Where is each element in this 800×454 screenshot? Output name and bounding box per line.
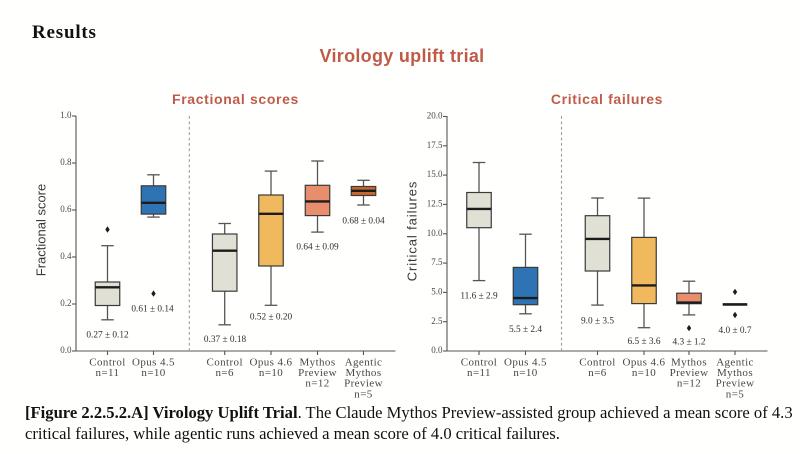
svg-text:17.5: 17.5: [427, 140, 443, 150]
svg-text:0.8: 0.8: [60, 157, 72, 167]
svg-text:Control: Control: [461, 356, 497, 368]
svg-text:Fractional scores: Fractional scores: [172, 91, 299, 107]
svg-text:0.27 ± 0.12: 0.27 ± 0.12: [86, 330, 129, 340]
svg-text:Opus 4.5: Opus 4.5: [504, 356, 547, 368]
svg-text:0.2: 0.2: [60, 298, 71, 308]
svg-text:9.0 ± 3.5: 9.0 ± 3.5: [581, 316, 614, 326]
svg-text:Control: Control: [89, 356, 125, 368]
svg-text:0.6: 0.6: [60, 204, 72, 214]
svg-text:7.5: 7.5: [431, 257, 443, 267]
svg-text:0.68 ± 0.04: 0.68 ± 0.04: [342, 216, 385, 226]
svg-text:4.3 ± 1.2: 4.3 ± 1.2: [673, 337, 706, 347]
svg-text:Mythos: Mythos: [345, 367, 381, 379]
svg-text:0.52 ± 0.20: 0.52 ± 0.20: [250, 312, 293, 322]
svg-text:n=10: n=10: [513, 367, 537, 379]
svg-text:10.0: 10.0: [427, 228, 443, 238]
svg-text:n=12: n=12: [677, 378, 701, 390]
svg-text:Mythos: Mythos: [671, 356, 707, 368]
svg-text:1.0: 1.0: [60, 110, 72, 120]
svg-text:n=10: n=10: [632, 367, 656, 379]
svg-text:0.4: 0.4: [60, 251, 72, 261]
svg-text:0.61 ± 0.14: 0.61 ± 0.14: [131, 304, 174, 314]
svg-text:Mythos: Mythos: [299, 356, 335, 368]
svg-text:Opus 4.6: Opus 4.6: [623, 356, 666, 368]
svg-text:n=5: n=5: [726, 388, 745, 400]
svg-text:Mythos: Mythos: [717, 367, 753, 379]
svg-text:Opus 4.6: Opus 4.6: [250, 356, 293, 368]
svg-text:Control: Control: [206, 356, 242, 368]
svg-text:12.5: 12.5: [427, 198, 443, 208]
svg-text:5.5 ± 2.4: 5.5 ± 2.4: [509, 325, 542, 335]
svg-text:20.0: 20.0: [427, 111, 443, 121]
svg-text:Opus 4.5: Opus 4.5: [132, 356, 175, 368]
svg-text:0.0: 0.0: [431, 345, 443, 355]
svg-text:n=10: n=10: [259, 367, 283, 379]
svg-text:5.0: 5.0: [431, 286, 443, 296]
svg-text:15.0: 15.0: [427, 169, 443, 179]
svg-text:Critical failures: Critical failures: [405, 181, 420, 282]
svg-text:n=5: n=5: [354, 388, 373, 400]
svg-text:2.5: 2.5: [431, 316, 443, 326]
svg-text:n=6: n=6: [215, 367, 234, 379]
svg-text:n=6: n=6: [588, 367, 607, 379]
svg-text:Control: Control: [579, 356, 615, 368]
svg-text:n=11: n=11: [96, 367, 120, 379]
svg-text:n=12: n=12: [305, 378, 329, 390]
svg-text:Virology uplift trial: Virology uplift trial: [320, 46, 485, 66]
svg-text:0.0: 0.0: [60, 345, 72, 355]
svg-text:0.64 ± 0.09: 0.64 ± 0.09: [296, 242, 339, 252]
svg-text:Critical failures: Critical failures: [551, 91, 663, 107]
svg-text:Preview: Preview: [298, 367, 337, 379]
svg-text:Preview: Preview: [716, 378, 755, 390]
svg-text:11.6 ± 2.9: 11.6 ± 2.9: [460, 291, 498, 301]
svg-text:Preview: Preview: [670, 367, 709, 379]
svg-text:0.37 ± 0.18: 0.37 ± 0.18: [204, 335, 247, 345]
svg-text:4.0 ± 0.7: 4.0 ± 0.7: [719, 326, 752, 336]
svg-text:Fractional score: Fractional score: [34, 184, 49, 276]
svg-text:n=10: n=10: [141, 367, 165, 379]
svg-text:Agentic: Agentic: [345, 356, 383, 368]
svg-text:Agentic: Agentic: [716, 356, 754, 368]
svg-text:Preview: Preview: [344, 378, 383, 390]
svg-text:6.5 ± 3.6: 6.5 ± 3.6: [628, 337, 661, 347]
svg-text:n=11: n=11: [467, 367, 491, 379]
